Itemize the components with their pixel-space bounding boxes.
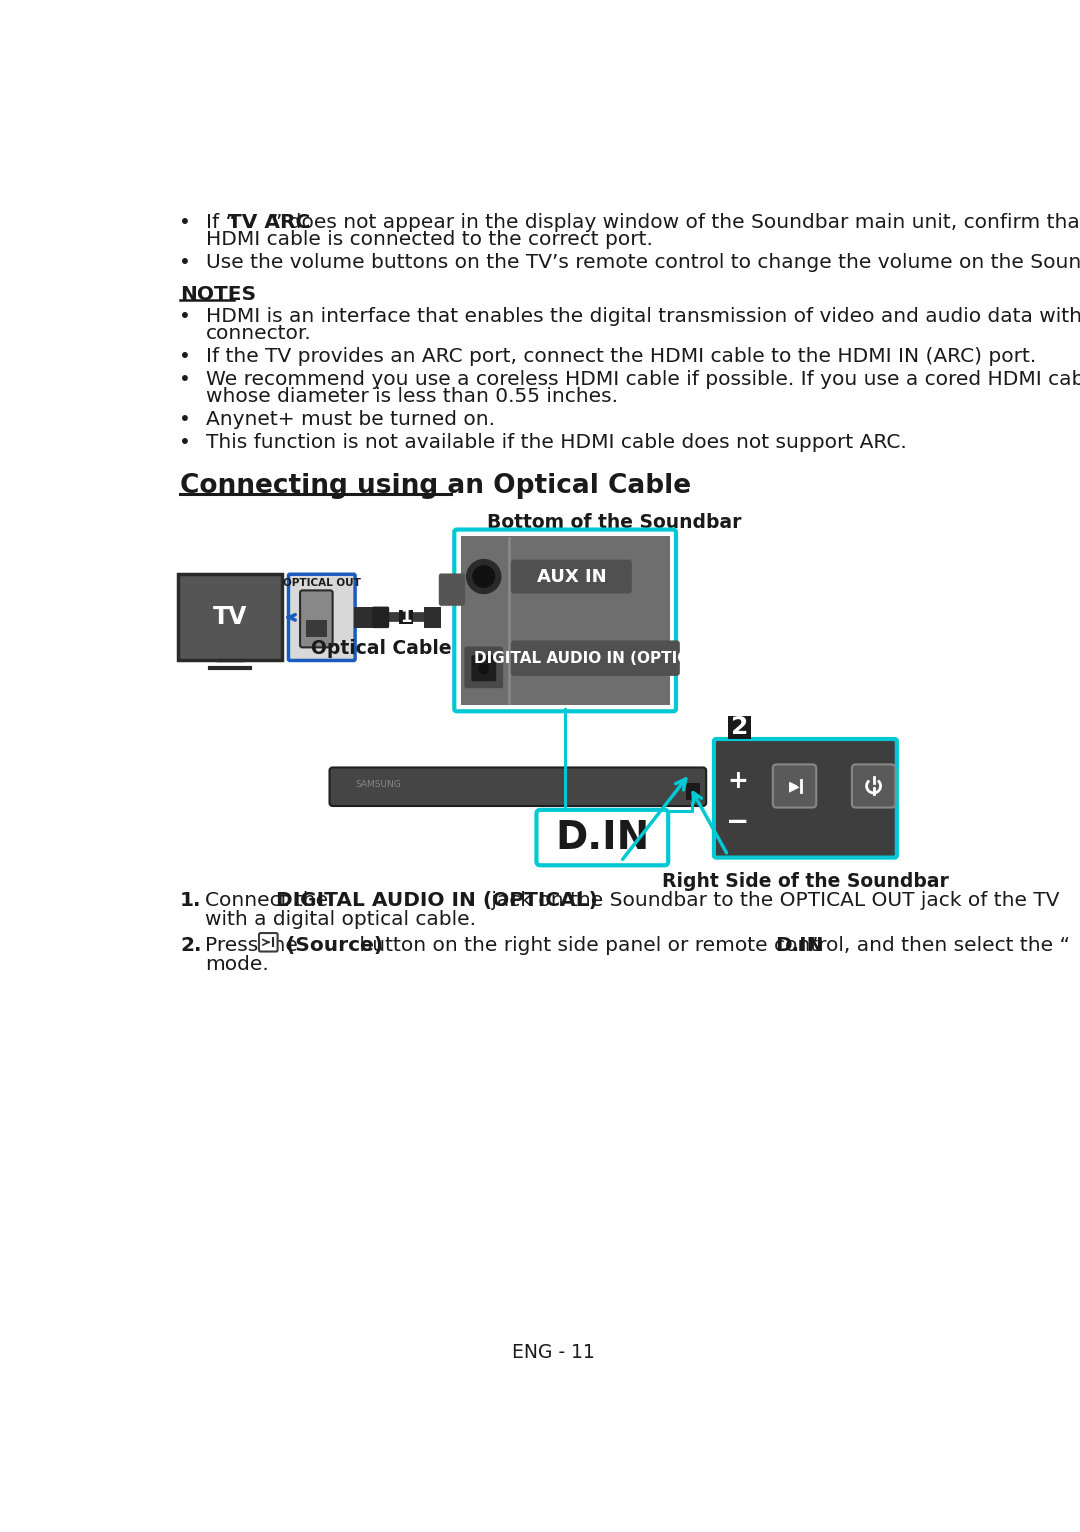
Text: 2: 2 [731, 715, 748, 740]
FancyBboxPatch shape [728, 715, 751, 738]
Text: TV: TV [213, 605, 247, 630]
Text: jack on the Soundbar to the OPTICAL OUT jack of the TV: jack on the Soundbar to the OPTICAL OUT … [485, 892, 1059, 910]
FancyBboxPatch shape [464, 647, 503, 688]
Text: Right Side of the Soundbar: Right Side of the Soundbar [662, 872, 949, 892]
Text: OPTICAL OUT: OPTICAL OUT [283, 578, 361, 588]
Text: whose diameter is less than 0.55 inches.: whose diameter is less than 0.55 inches. [206, 388, 618, 406]
FancyBboxPatch shape [353, 607, 374, 628]
Text: AUX IN: AUX IN [537, 567, 606, 585]
Text: ”: ” [808, 936, 818, 954]
Text: 2.: 2. [180, 936, 202, 954]
FancyBboxPatch shape [329, 768, 706, 806]
Text: •: • [178, 371, 190, 389]
FancyBboxPatch shape [511, 640, 679, 676]
Text: Bottom of the Soundbar: Bottom of the Soundbar [487, 513, 741, 533]
Circle shape [480, 665, 488, 674]
FancyBboxPatch shape [773, 764, 816, 807]
Text: If the TV provides an ARC port, connect the HDMI cable to the HDMI IN (ARC) port: If the TV provides an ARC port, connect … [206, 348, 1037, 366]
Text: Press the: Press the [205, 936, 303, 954]
FancyBboxPatch shape [306, 620, 327, 637]
FancyBboxPatch shape [438, 573, 465, 605]
Text: Optical Cable: Optical Cable [311, 639, 451, 657]
Text: DIGITAL AUDIO IN (OPTICAL): DIGITAL AUDIO IN (OPTICAL) [276, 892, 598, 910]
FancyBboxPatch shape [537, 810, 669, 866]
Text: •: • [178, 253, 190, 273]
Text: button on the right side panel or remote control, and then select the “: button on the right side panel or remote… [353, 936, 1070, 954]
Text: This function is not available if the HDMI cable does not support ARC.: This function is not available if the HD… [206, 434, 907, 452]
Text: with a digital optical cable.: with a digital optical cable. [205, 910, 476, 928]
Text: Use the volume buttons on the TV’s remote control to change the volume on the So: Use the volume buttons on the TV’s remot… [206, 253, 1080, 273]
Text: •: • [178, 348, 190, 366]
FancyBboxPatch shape [373, 607, 389, 628]
Circle shape [467, 559, 501, 593]
Text: •: • [178, 411, 190, 429]
FancyBboxPatch shape [424, 607, 441, 628]
Text: ENG - 11: ENG - 11 [512, 1342, 595, 1362]
Text: +: + [728, 769, 748, 794]
Text: HDMI is an interface that enables the digital transmission of video and audio da: HDMI is an interface that enables the di… [206, 306, 1080, 326]
FancyBboxPatch shape [288, 574, 355, 660]
Circle shape [866, 780, 880, 794]
Text: (Source): (Source) [279, 936, 383, 954]
Text: If “: If “ [206, 213, 237, 233]
Text: D.IN: D.IN [555, 818, 649, 856]
Text: Anynet+ must be turned on.: Anynet+ must be turned on. [206, 411, 496, 429]
FancyBboxPatch shape [852, 764, 895, 807]
Text: D.IN: D.IN [775, 936, 824, 954]
FancyBboxPatch shape [460, 536, 670, 705]
FancyBboxPatch shape [399, 610, 413, 624]
Text: •: • [178, 306, 190, 326]
FancyBboxPatch shape [177, 574, 282, 660]
Text: mode.: mode. [205, 954, 269, 974]
Text: TV ARC: TV ARC [228, 213, 310, 233]
FancyBboxPatch shape [686, 783, 700, 800]
Text: HDMI cable is connected to the correct port.: HDMI cable is connected to the correct p… [206, 230, 653, 250]
Text: 1.: 1. [180, 892, 202, 910]
Text: −: − [727, 809, 750, 836]
Text: ” does not appear in the display window of the Soundbar main unit, confirm that : ” does not appear in the display window … [272, 213, 1080, 233]
Text: We recommend you use a coreless HDMI cable if possible. If you use a cored HDMI : We recommend you use a coreless HDMI cab… [206, 371, 1080, 389]
Text: ▶: ▶ [789, 778, 800, 794]
FancyBboxPatch shape [511, 559, 632, 593]
FancyBboxPatch shape [714, 738, 896, 858]
FancyBboxPatch shape [471, 656, 496, 682]
Text: NOTES: NOTES [180, 285, 256, 305]
Text: connector.: connector. [206, 323, 312, 343]
Text: •: • [178, 434, 190, 452]
Text: 1: 1 [400, 608, 411, 627]
Text: Connect the: Connect the [205, 892, 334, 910]
FancyBboxPatch shape [259, 933, 278, 951]
Text: DIGITAL AUDIO IN (OPTICAL): DIGITAL AUDIO IN (OPTICAL) [474, 651, 717, 666]
Text: •: • [178, 213, 190, 233]
Circle shape [473, 565, 495, 587]
FancyBboxPatch shape [300, 590, 333, 648]
Text: Connecting using an Optical Cable: Connecting using an Optical Cable [180, 473, 691, 499]
Text: SAMSUNG: SAMSUNG [356, 780, 402, 789]
